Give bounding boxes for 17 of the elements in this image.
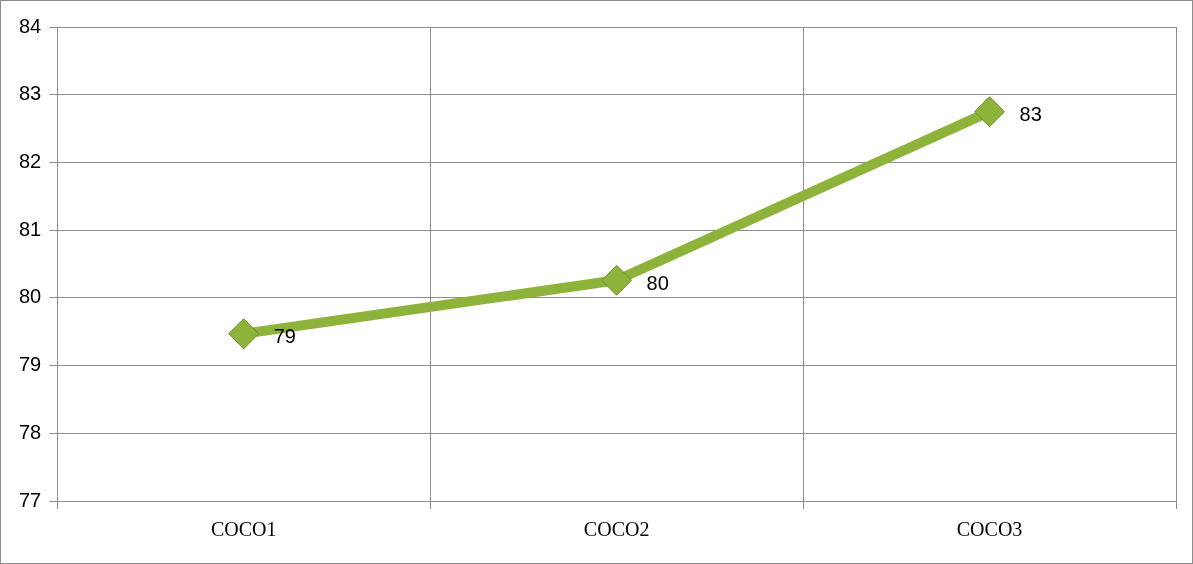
- y-tick-label: 79: [19, 353, 42, 376]
- y-tick-label: 80: [19, 285, 42, 308]
- y-tick-label: 81: [19, 217, 42, 240]
- data-label: 80: [646, 271, 669, 294]
- y-tick-label: 77: [19, 488, 42, 511]
- point: [974, 96, 1006, 128]
- point: [228, 318, 260, 350]
- point: [601, 264, 633, 296]
- y-tick-label: 84: [19, 14, 42, 37]
- data-label: 79: [273, 325, 296, 348]
- y-tick-label: 78: [19, 420, 42, 443]
- data-label: 83: [1019, 103, 1042, 126]
- x-tick-label: COCO2: [583, 518, 650, 541]
- y-tick-label: 83: [19, 82, 42, 105]
- y-tick-label: 82: [19, 149, 42, 172]
- x-tick-label: COCO3: [956, 518, 1023, 541]
- x-tick-label: COCO1: [210, 518, 277, 541]
